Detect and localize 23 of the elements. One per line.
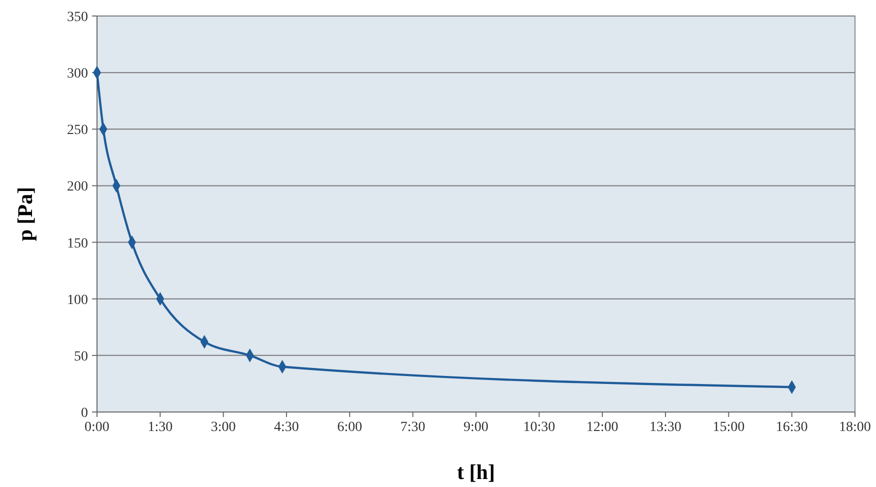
- y-tick-label: 150: [67, 236, 88, 252]
- x-tick-label: 6:00: [337, 420, 362, 435]
- x-tick-label: 13:30: [650, 420, 682, 435]
- x-tick-label: 10:30: [523, 420, 556, 435]
- x-tick-label: 0:00: [84, 420, 110, 435]
- y-tick-label: 250: [67, 123, 88, 138]
- y-axis-title: p [Pa]: [13, 186, 37, 242]
- x-tick-label: 18:00: [839, 420, 871, 435]
- y-tick-label: 350: [67, 10, 88, 25]
- y-tick-label: 300: [67, 66, 88, 82]
- x-tick-label: 4:30: [274, 420, 299, 435]
- x-tick-label: 15:00: [712, 420, 745, 435]
- x-axis-title: t [h]: [457, 460, 495, 484]
- y-tick-label: 200: [67, 180, 88, 195]
- y-tick-label: 0: [81, 406, 88, 421]
- x-tick-label: 1:30: [148, 420, 173, 435]
- y-tick-label: 50: [74, 349, 88, 364]
- x-tick-label: 3:00: [210, 420, 236, 435]
- x-tick-label: 7:30: [400, 420, 426, 435]
- y-tick-label: 100: [67, 292, 88, 308]
- x-tick-label: 12:00: [586, 420, 618, 435]
- x-tick-label: 16:30: [776, 420, 808, 435]
- x-tick-label: 9:00: [464, 420, 488, 435]
